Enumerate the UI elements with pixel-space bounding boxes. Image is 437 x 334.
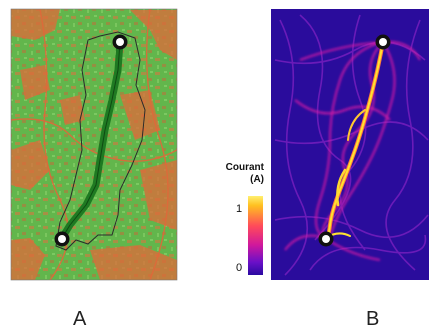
watershed-outline — [55, 31, 146, 251]
map-a-start-node — [112, 34, 128, 50]
map-b-start-node — [375, 34, 391, 50]
map-a — [11, 9, 177, 280]
map-a-frame — [10, 8, 178, 281]
legend-tick-min: 0 — [236, 262, 243, 274]
map-b-strong-currents — [324, 40, 385, 241]
map-b-background — [271, 9, 429, 280]
legend-title: Courant (A) — [208, 162, 264, 186]
legend-title-line2: (A) — [250, 174, 264, 185]
map-b-end-node — [318, 231, 334, 247]
panel-label-a: A — [73, 308, 87, 330]
legend-title-line1: Courant — [225, 162, 264, 173]
map-a-end-node — [54, 231, 70, 247]
map-a-land-patches — [11, 9, 177, 280]
legend-tick-max: 1 — [236, 203, 243, 215]
panel-label-b: B — [366, 308, 380, 330]
map-b — [271, 9, 429, 280]
legend-color-bar — [248, 196, 263, 275]
